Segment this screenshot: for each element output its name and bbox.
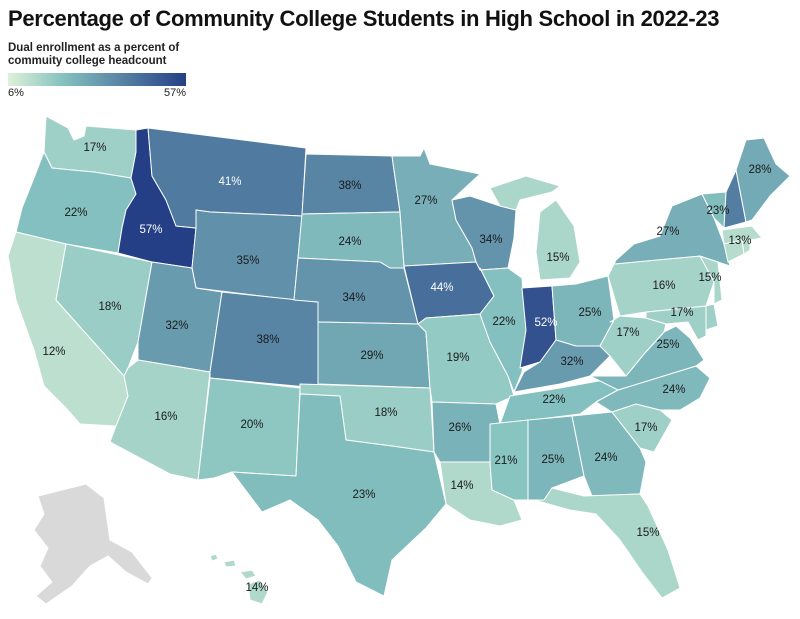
state-label-wa: 17%: [83, 142, 106, 154]
state-label-nm: 20%: [240, 419, 263, 431]
state-me[interactable]: [735, 137, 791, 223]
state-label-nv: 18%: [98, 301, 121, 313]
state-label-oh: 25%: [578, 307, 601, 319]
state-label-ne: 34%: [342, 292, 365, 304]
state-label-sd: 24%: [338, 236, 361, 248]
legend: Dual enrollment as a percent of commuity…: [8, 42, 198, 100]
state-label-fl: 15%: [636, 527, 659, 539]
state-il[interactable]: [479, 267, 527, 393]
state-label-sc: 17%: [634, 422, 657, 434]
legend-title-line2: commuity college headcount: [8, 55, 167, 67]
state-label-ca: 12%: [42, 346, 65, 358]
state-label-pa: 16%: [652, 280, 675, 292]
state-label-az: 16%: [154, 411, 177, 423]
state-wv[interactable]: [599, 315, 667, 377]
legend-gradient-bar: [8, 73, 186, 86]
state-label-in: 52%: [534, 317, 557, 329]
state-label-tx: 23%: [352, 489, 375, 501]
state-label-ia: 44%: [430, 282, 453, 294]
labels-layer: 17% 22% 12% 18% 57% 41% 35% 32% 16% 38% 20% 38% 24% 3…: [42, 142, 771, 594]
state-label-mo: 19%: [446, 352, 469, 364]
legend-max-label: 57%: [163, 87, 186, 99]
states-layer: [7, 115, 791, 605]
state-label-ky: 32%: [560, 356, 583, 368]
state-label-al: 25%: [541, 454, 564, 466]
state-label-mt: 41%: [218, 176, 241, 188]
legend-min-label: 6%: [8, 87, 24, 99]
state-mi[interactable]: [489, 175, 581, 281]
state-tx[interactable]: [231, 393, 447, 597]
state-label-ks: 29%: [360, 350, 383, 362]
state-label-ma: 13%: [728, 235, 751, 247]
state-label-wv: 17%: [616, 327, 639, 339]
state-label-md: 17%: [670, 307, 693, 319]
state-label-tn: 22%: [542, 394, 565, 406]
state-label-hi: 14%: [245, 582, 268, 594]
state-fl[interactable]: [533, 487, 681, 599]
state-ak[interactable]: [33, 483, 153, 605]
map-title: Percentage of Community College Students…: [8, 6, 720, 31]
state-label-il: 22%: [492, 316, 515, 328]
state-label-nc: 24%: [662, 384, 685, 396]
state-label-id: 57%: [139, 224, 162, 236]
state-label-co: 38%: [256, 334, 279, 346]
legend-title-line1: Dual enrollment as a percent of: [8, 42, 180, 54]
state-de[interactable]: [705, 303, 719, 331]
state-label-va: 25%: [656, 339, 679, 351]
state-label-wi: 34%: [479, 234, 502, 246]
state-ky[interactable]: [513, 339, 611, 393]
state-label-mi: 15%: [546, 252, 569, 264]
state-label-wy: 35%: [236, 255, 259, 267]
state-label-mn: 27%: [414, 195, 437, 207]
state-ny[interactable]: [613, 193, 731, 267]
state-label-nj: 15%: [698, 272, 721, 284]
state-hi[interactable]: [209, 553, 269, 605]
state-label-or: 22%: [64, 207, 87, 219]
state-label-ut: 32%: [165, 320, 188, 332]
state-label-ga: 24%: [594, 452, 617, 464]
state-label-me: 28%: [748, 164, 771, 176]
state-label-la: 14%: [450, 480, 473, 492]
legend-ticks: 6% 57%: [8, 86, 186, 100]
state-label-vt: 23%: [706, 205, 729, 217]
state-label-ar: 26%: [448, 422, 471, 434]
state-label-ms: 21%: [494, 455, 517, 467]
state-label-ny: 27%: [656, 226, 679, 238]
state-label-nd: 38%: [338, 180, 361, 192]
state-ma[interactable]: [721, 225, 763, 245]
state-label-ok: 18%: [374, 407, 397, 419]
